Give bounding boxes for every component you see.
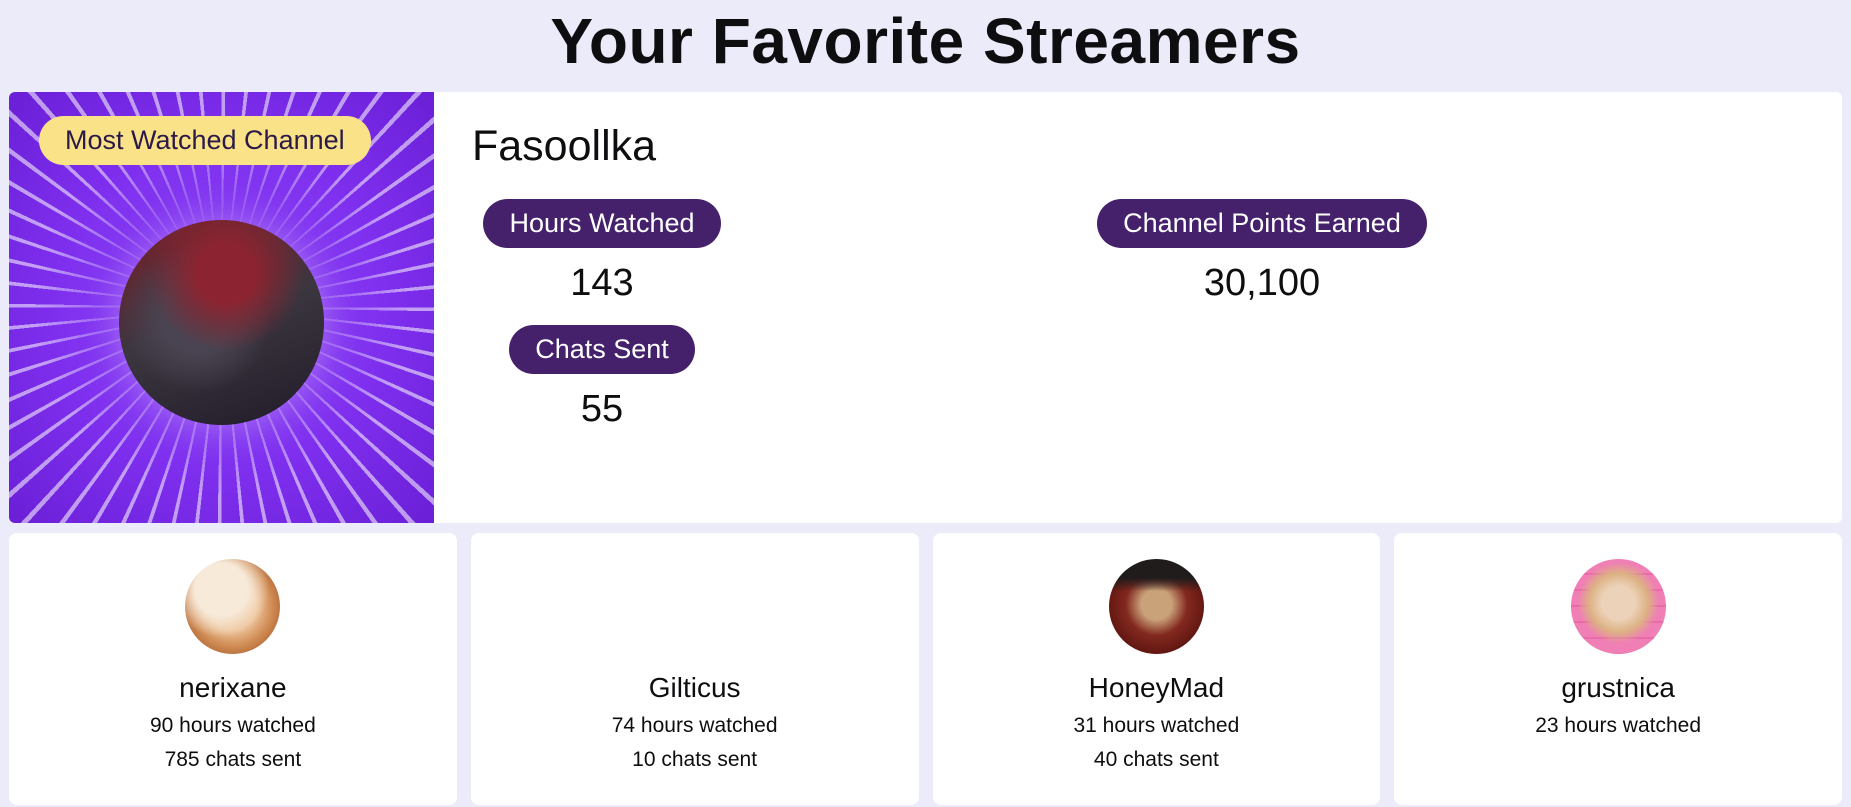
- chats-sent-pill: Chats Sent: [509, 325, 695, 374]
- hours-watched-text: 23 hours watched: [1535, 714, 1702, 737]
- streamer-name: grustnica: [1561, 672, 1675, 703]
- chats-sent-stat: Chats Sent 55: [509, 325, 695, 431]
- hours-watched-text: 31 hours watched: [1073, 714, 1240, 737]
- featured-stats: Hours Watched 143 Chats Sent 55 Channel …: [472, 199, 1842, 431]
- streamer-name: Gilticus: [648, 672, 741, 703]
- streamer-card-gilticus[interactable]: Gilticus 74 hours watched 10 chats sent: [470, 533, 919, 805]
- streamer-card-nerixane[interactable]: nerixane 90 hours watched 785 chats sent: [9, 533, 457, 805]
- streamer-card-grustnica[interactable]: grustnica 23 hours watched: [1394, 533, 1842, 805]
- featured-stats-left-column: Hours Watched 143 Chats Sent 55: [472, 199, 732, 431]
- streamer-grid: nerixane 90 hours watched 785 chats sent…: [9, 533, 1842, 805]
- featured-info-panel: Fasoollka Hours Watched 143 Chats Sent 5…: [434, 92, 1842, 523]
- hours-watched-stat: Hours Watched 143: [483, 199, 721, 305]
- page-title: Your Favorite Streamers: [550, 5, 1301, 77]
- hours-watched-pill: Hours Watched: [483, 199, 721, 248]
- streamer-name: nerixane: [179, 672, 287, 703]
- featured-stats-right-column: Channel Points Earned 30,100: [1022, 199, 1502, 431]
- chats-sent-text: 40 chats sent: [1093, 748, 1219, 771]
- featured-avatar: [119, 220, 324, 425]
- chats-sent-value: 55: [580, 388, 624, 430]
- avatar: [1570, 559, 1666, 654]
- streamer-card-honeymad[interactable]: HoneyMad 31 hours watched 40 chats sent: [932, 533, 1381, 805]
- streamer-name: HoneyMad: [1088, 672, 1225, 703]
- featured-streamer-card: Most Watched Channel Fasoollka Hours Wat…: [9, 92, 1842, 523]
- featured-channel-image: Most Watched Channel: [9, 92, 434, 523]
- hours-watched-text: 90 hours watched: [149, 714, 316, 737]
- hours-watched-value: 143: [570, 262, 634, 304]
- most-watched-badge: Most Watched Channel: [39, 116, 371, 165]
- channel-points-stat: Channel Points Earned 30,100: [1097, 199, 1427, 305]
- avatar: [185, 559, 281, 654]
- hours-watched-text: 74 hours watched: [611, 714, 778, 737]
- avatar: [1108, 559, 1204, 654]
- channel-points-value: 30,100: [1203, 262, 1321, 304]
- channel-points-pill: Channel Points Earned: [1097, 199, 1427, 248]
- avatar: [647, 559, 742, 654]
- chats-sent-text: 785 chats sent: [164, 748, 302, 771]
- featured-channel-name: Fasoollka: [472, 122, 657, 170]
- chats-sent-text: 10 chats sent: [632, 748, 758, 771]
